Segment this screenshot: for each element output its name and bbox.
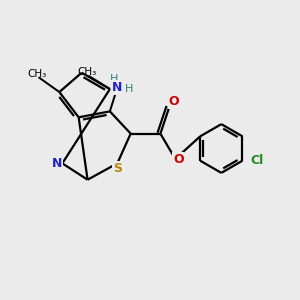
Text: Cl: Cl [251, 154, 264, 167]
Text: H: H [124, 84, 133, 94]
Text: S: S [113, 162, 122, 175]
Text: CH₃: CH₃ [77, 67, 97, 77]
Text: H: H [110, 74, 118, 84]
Text: N: N [112, 81, 122, 94]
Text: O: O [173, 153, 184, 166]
Text: CH₃: CH₃ [27, 69, 47, 79]
Text: O: O [169, 95, 179, 108]
Text: N: N [52, 157, 62, 170]
